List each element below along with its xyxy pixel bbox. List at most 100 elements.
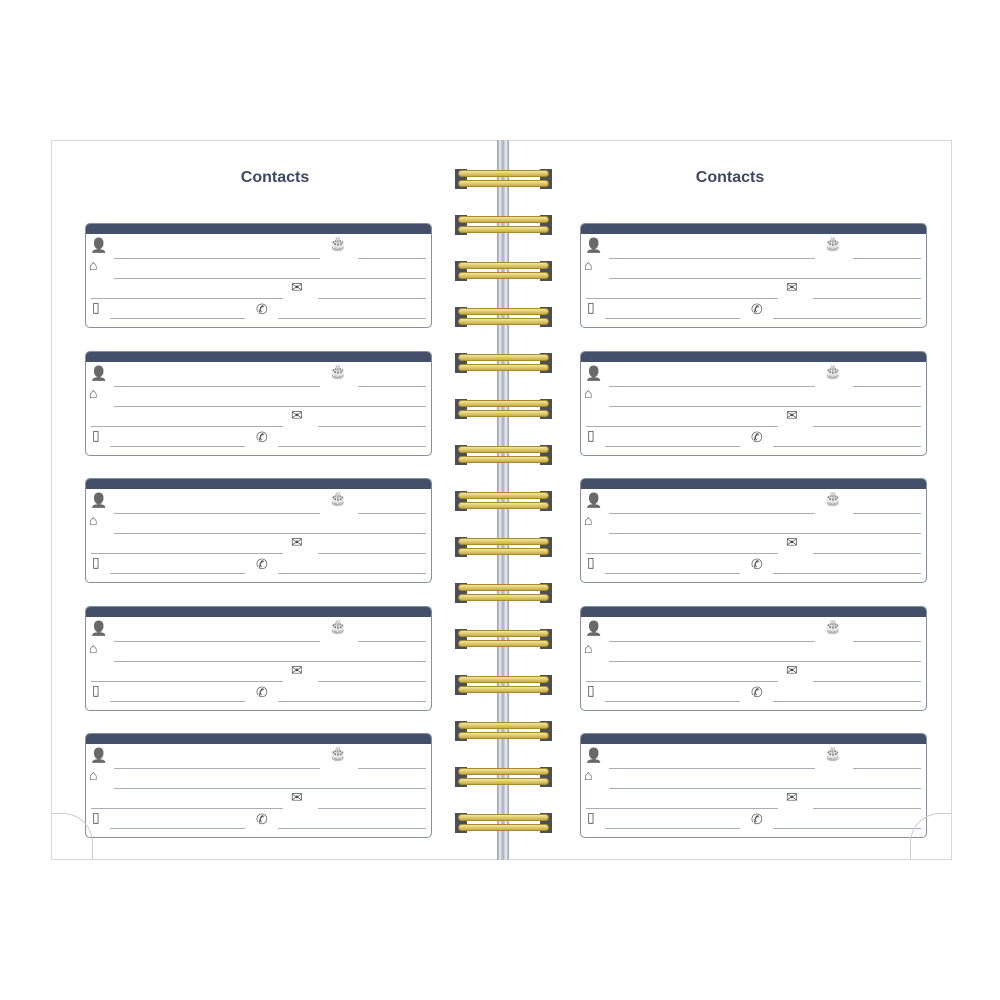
write-in-line[interactable] <box>609 405 921 407</box>
write-in-line[interactable] <box>853 258 921 259</box>
write-in-line[interactable] <box>609 278 921 279</box>
spiral-ring <box>455 582 552 604</box>
write-in-line[interactable] <box>318 425 426 427</box>
write-in-line[interactable] <box>586 298 778 299</box>
card-header-bar <box>581 351 926 362</box>
write-in-line[interactable] <box>114 278 426 279</box>
write-in-line[interactable] <box>773 318 921 319</box>
envelope-icon: ✉ <box>786 279 798 295</box>
write-in-line[interactable] <box>114 513 320 514</box>
write-in-line[interactable] <box>358 768 426 769</box>
write-in-line[interactable] <box>318 298 426 299</box>
card-header-bar <box>581 479 926 489</box>
card-header-bar <box>581 734 926 744</box>
write-in-line[interactable] <box>278 828 426 829</box>
write-in-line[interactable] <box>605 318 740 319</box>
write-in-line[interactable] <box>358 640 426 642</box>
write-in-line[interactable] <box>91 553 283 554</box>
ring-wire <box>458 318 549 325</box>
mobile-phone-icon: ▯ <box>587 681 595 698</box>
write-in-line[interactable] <box>609 258 815 259</box>
write-in-line[interactable] <box>278 318 426 319</box>
card-header-bar <box>581 224 926 234</box>
write-in-line[interactable] <box>114 405 426 407</box>
write-in-line[interactable] <box>278 445 426 447</box>
write-in-line[interactable] <box>586 425 778 427</box>
write-in-line[interactable] <box>91 680 283 682</box>
ring-wire <box>458 170 549 177</box>
write-in-line[interactable] <box>773 445 921 447</box>
write-in-line[interactable] <box>114 385 320 387</box>
write-in-line[interactable] <box>773 573 921 574</box>
write-in-line[interactable] <box>609 768 815 769</box>
write-in-line[interactable] <box>318 680 426 682</box>
spiral-ring <box>455 490 552 512</box>
home-icon: ⌂ <box>89 639 98 656</box>
birthday-cake-icon: 🎂 <box>329 235 347 251</box>
write-in-line[interactable] <box>773 828 921 829</box>
write-in-line[interactable] <box>609 385 815 387</box>
write-in-line[interactable] <box>114 533 426 534</box>
write-in-line[interactable] <box>586 553 778 554</box>
write-in-line[interactable] <box>605 573 740 574</box>
person-icon: 👤 <box>585 619 603 636</box>
ring-wire <box>458 226 549 233</box>
write-in-line[interactable] <box>114 660 426 662</box>
write-in-line[interactable] <box>609 513 815 514</box>
home-icon: ⌂ <box>89 512 98 528</box>
write-in-line[interactable] <box>114 640 320 642</box>
write-in-line[interactable] <box>110 700 245 702</box>
write-in-line[interactable] <box>813 425 921 427</box>
write-in-line[interactable] <box>813 298 921 299</box>
write-in-line[interactable] <box>853 513 921 514</box>
person-icon: 👤 <box>90 237 108 253</box>
spiral-ring <box>455 812 552 834</box>
write-in-line[interactable] <box>114 258 320 259</box>
write-in-line[interactable] <box>358 513 426 514</box>
write-in-line[interactable] <box>813 553 921 554</box>
write-in-line[interactable] <box>110 318 245 319</box>
write-in-line[interactable] <box>278 700 426 702</box>
write-in-line[interactable] <box>605 445 740 447</box>
write-in-line[interactable] <box>853 768 921 769</box>
write-in-line[interactable] <box>609 788 921 789</box>
write-in-line[interactable] <box>853 385 921 387</box>
write-in-line[interactable] <box>853 640 921 642</box>
home-icon: ⌂ <box>584 257 593 273</box>
write-in-line[interactable] <box>586 680 778 682</box>
card-header-bar <box>86 224 431 234</box>
write-in-line[interactable] <box>358 385 426 387</box>
write-in-line[interactable] <box>609 660 921 662</box>
write-in-line[interactable] <box>318 808 426 809</box>
write-in-line[interactable] <box>91 808 283 809</box>
write-in-line[interactable] <box>773 700 921 702</box>
write-in-line[interactable] <box>91 425 283 427</box>
ring-wire <box>458 594 549 601</box>
write-in-line[interactable] <box>586 808 778 809</box>
write-in-line[interactable] <box>114 788 426 789</box>
write-in-line[interactable] <box>278 573 426 574</box>
ring-wire <box>458 548 549 555</box>
envelope-icon: ✉ <box>291 534 303 550</box>
envelope-icon: ✉ <box>291 661 303 678</box>
ring-wire <box>458 630 549 637</box>
write-in-line[interactable] <box>114 768 320 769</box>
spiral-ring <box>455 720 552 742</box>
telephone-icon: ✆ <box>256 683 268 700</box>
write-in-line[interactable] <box>110 445 245 447</box>
write-in-line[interactable] <box>110 573 245 574</box>
write-in-line[interactable] <box>813 680 921 682</box>
write-in-line[interactable] <box>318 553 426 554</box>
write-in-line[interactable] <box>358 258 426 259</box>
write-in-line[interactable] <box>605 700 740 702</box>
write-in-line[interactable] <box>110 828 245 829</box>
ring-wire <box>458 216 549 223</box>
ring-wire <box>458 814 549 821</box>
write-in-line[interactable] <box>91 298 283 299</box>
write-in-line[interactable] <box>609 640 815 642</box>
ring-wire <box>458 456 549 463</box>
write-in-line[interactable] <box>605 828 740 829</box>
write-in-line[interactable] <box>609 533 921 534</box>
write-in-line[interactable] <box>813 808 921 809</box>
person-icon: 👤 <box>90 747 108 763</box>
